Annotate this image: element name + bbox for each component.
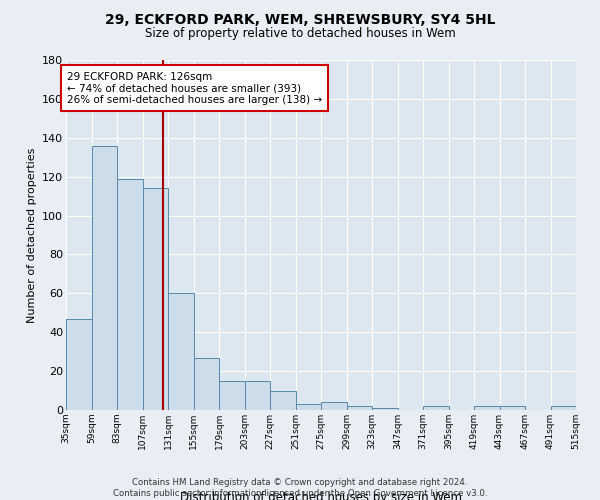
- Bar: [143, 188, 168, 410]
- Text: Size of property relative to detached houses in Wem: Size of property relative to detached ho…: [145, 28, 455, 40]
- Text: Contains HM Land Registry data © Crown copyright and database right 2024.
Contai: Contains HM Land Registry data © Crown c…: [113, 478, 487, 498]
- Bar: [372, 408, 398, 410]
- Bar: [245, 381, 270, 410]
- Text: 29 ECKFORD PARK: 126sqm
← 74% of detached houses are smaller (393)
26% of semi-d: 29 ECKFORD PARK: 126sqm ← 74% of detache…: [67, 72, 322, 105]
- Bar: [168, 294, 193, 410]
- Bar: [423, 406, 449, 410]
- Bar: [474, 406, 499, 410]
- Bar: [321, 402, 347, 410]
- Bar: [91, 146, 117, 410]
- Bar: [347, 406, 372, 410]
- Text: 29, ECKFORD PARK, WEM, SHREWSBURY, SY4 5HL: 29, ECKFORD PARK, WEM, SHREWSBURY, SY4 5…: [105, 12, 495, 26]
- Bar: [296, 404, 321, 410]
- X-axis label: Distribution of detached houses by size in Wem: Distribution of detached houses by size …: [180, 491, 462, 500]
- Bar: [270, 390, 296, 410]
- Bar: [551, 406, 576, 410]
- Bar: [499, 406, 525, 410]
- Bar: [66, 318, 91, 410]
- Bar: [117, 178, 143, 410]
- Bar: [193, 358, 219, 410]
- Bar: [219, 381, 245, 410]
- Y-axis label: Number of detached properties: Number of detached properties: [26, 148, 37, 322]
